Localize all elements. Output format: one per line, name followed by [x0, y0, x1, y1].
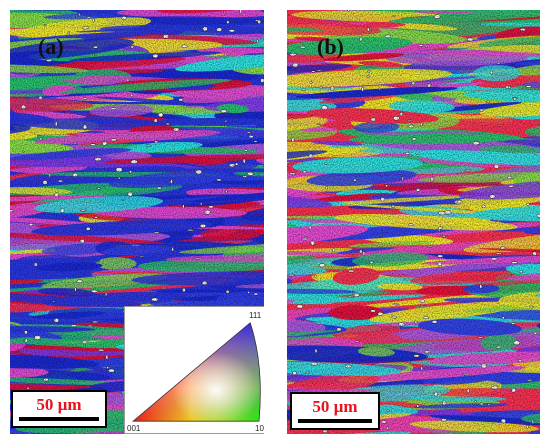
- scale-bar-label-a: 50 µm: [36, 395, 82, 414]
- ipf-label-111: 111: [249, 311, 262, 320]
- ipf-label-001: 001: [127, 424, 141, 433]
- scale-bar-label-b: 50 µm: [312, 397, 358, 416]
- scale-bar-line-a: [19, 417, 99, 421]
- scale-bar-a: 50 µm: [11, 390, 107, 428]
- scale-bar-b: 50 µm: [290, 392, 380, 430]
- ipf-triangle: [131, 322, 261, 422]
- ebsd-map-panel-a: (a): [10, 10, 264, 434]
- ipf-label-101: 101: [255, 424, 264, 433]
- ebsd-map-panel-b: (b) 50 µm: [287, 10, 540, 434]
- scale-bar-line-b: [298, 419, 372, 423]
- panel-label-a: (a): [38, 34, 64, 59]
- ipf-color-key: 111 001 101: [124, 306, 264, 434]
- ebsd-orientation-map-b: [287, 10, 540, 434]
- panel-label-b: (b): [317, 34, 344, 59]
